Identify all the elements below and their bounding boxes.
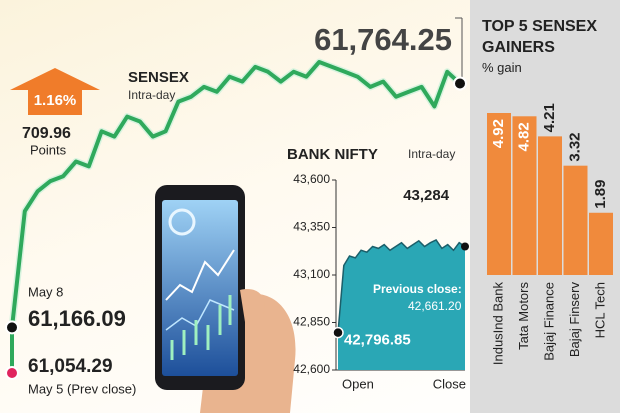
sensex-subtitle: Intra-day [128, 88, 175, 102]
bar-value: 4.92 [490, 119, 507, 148]
bar-value: 1.89 [592, 180, 609, 209]
close-dot [453, 76, 467, 91]
bank-subtitle: Intra-day [408, 147, 455, 161]
category-label: Bajaj Finserv [567, 282, 582, 358]
end-dot [461, 242, 469, 251]
open-date: May 8 [28, 284, 63, 299]
gainers-title: TOP 5 SENSEX GAINERS [482, 18, 598, 56]
bar [538, 136, 562, 275]
category-label: Tata Motors [516, 282, 531, 350]
bar [589, 212, 613, 275]
bar [487, 113, 511, 275]
x-label: Open [342, 376, 374, 391]
category-label: IndusInd Bank [490, 282, 505, 366]
prev-close-label: 61,054.29 [28, 356, 113, 377]
y-tick-label: 43,350 [293, 220, 330, 234]
change-points-text: Points [30, 142, 67, 157]
category-label: HCL Tech [592, 282, 607, 338]
close-label: 61,764.25 [314, 22, 452, 57]
gainers-subtitle: % gain [482, 60, 522, 75]
prev-close-label: 42,661.20 [408, 299, 462, 313]
y-tick-label: 42,850 [293, 315, 330, 329]
prev-close-dot [5, 366, 19, 380]
change-points: 709.96 [22, 125, 71, 142]
bank-title: BANK NIFTY [287, 146, 378, 163]
y-tick-label: 43,100 [293, 267, 330, 281]
low-label: 42,796.85 [344, 332, 411, 349]
change-arrow [10, 68, 100, 115]
y-tick-label: 42,600 [293, 362, 330, 376]
y-tick-label: 43,600 [293, 172, 330, 186]
prev-close-text: May 5 (Prev close) [28, 381, 136, 396]
bar-value: 3.32 [566, 132, 583, 161]
x-label: Close [433, 376, 466, 391]
open-label: 61,166.09 [28, 306, 126, 331]
open-dot [5, 320, 19, 335]
prev-close-text: Previous close: [373, 282, 462, 296]
low-dot [332, 326, 344, 339]
bank-line [337, 239, 466, 333]
bank-area [338, 240, 465, 370]
bar [512, 116, 537, 275]
bar [563, 165, 588, 275]
category-label: Bajaj Finance [541, 282, 556, 361]
high-label: 43,284 [403, 187, 450, 204]
phone-illustration [155, 185, 296, 413]
sensex-line [10, 60, 462, 328]
change-percent: 1.16% [34, 92, 77, 109]
sensex-title: SENSEX [128, 69, 189, 86]
bar-value: 4.21 [541, 103, 558, 132]
bar-value: 4.82 [515, 122, 532, 151]
